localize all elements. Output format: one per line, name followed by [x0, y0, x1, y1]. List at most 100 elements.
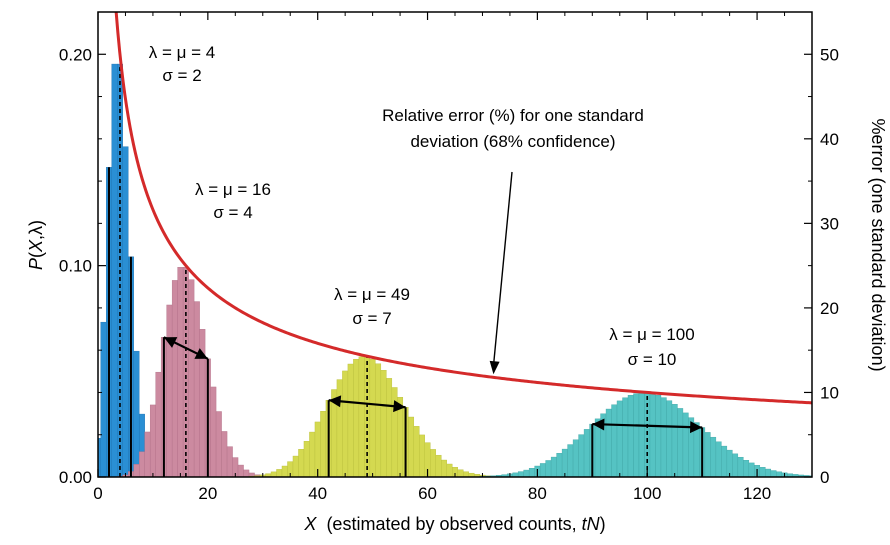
sigma-arrowhead-left-s2 — [328, 395, 342, 408]
bar-s3-x101 — [649, 393, 656, 477]
bar-s1-x14 — [171, 280, 178, 477]
bar-s3-x113 — [715, 441, 722, 477]
sigma-arrow-shaft-s2 — [328, 399, 406, 409]
y-right-tick-label: 0 — [820, 468, 829, 487]
bar-s2-x48 — [358, 356, 365, 477]
bar-s3-x96 — [622, 397, 629, 477]
y-right-tick-label: 10 — [820, 383, 839, 402]
bar-s0-x7 — [133, 350, 140, 477]
series-label-lambda-s2: λ = μ = 49 — [334, 285, 410, 304]
bar-s2-x51 — [375, 363, 382, 477]
x-tick-label: 100 — [633, 484, 661, 503]
bar-s3-x84 — [556, 453, 563, 477]
bar-s3-x86 — [567, 444, 574, 477]
bar-s1-x18 — [193, 301, 200, 477]
bar-s3-x105 — [671, 404, 678, 477]
bar-s3-x124 — [776, 471, 782, 477]
bar-s3-x103 — [660, 397, 667, 477]
bar-s2-x57 — [408, 416, 415, 477]
bar-s1-x27 — [243, 469, 250, 477]
bar-s1-x23 — [221, 431, 228, 477]
bar-s2-x59 — [419, 434, 425, 477]
y-left-tail: ,λ) — [26, 220, 46, 240]
bar-s2-x67 — [463, 471, 469, 477]
bar-s0-x1 — [100, 321, 107, 477]
bar-s3-x98 — [633, 393, 640, 477]
bar-s3-x112 — [710, 436, 717, 477]
bar-s3-x118 — [743, 460, 750, 477]
error-curve-layer — [114, 12, 812, 405]
bar-s1-x22 — [215, 411, 222, 477]
series-label-lambda-s3: λ = μ = 100 — [609, 325, 694, 344]
bar-s2-x58 — [413, 426, 420, 477]
sigma-arrowhead-left-s3 — [592, 418, 605, 431]
x-tick-label: 0 — [93, 484, 102, 503]
bar-s3-x122 — [765, 468, 772, 477]
bars-layer — [98, 63, 812, 477]
bar-s3-x97 — [627, 395, 634, 477]
bar-s2-x41 — [320, 411, 327, 477]
bar-s2-x46 — [347, 363, 354, 477]
bar-s2-x62 — [435, 454, 442, 477]
bar-s3-x95 — [616, 400, 623, 477]
x-tick-label: 120 — [743, 484, 771, 503]
annotation-line1: Relative error (%) for one standard — [382, 106, 644, 125]
bar-s2-x66 — [457, 469, 464, 477]
series-label-sigma-s2: σ = 7 — [352, 309, 391, 328]
series-label-sigma-s0: σ = 2 — [162, 66, 201, 85]
bar-s3-x83 — [550, 456, 557, 477]
bar-s3-x111 — [704, 432, 711, 477]
bar-s3-x102 — [655, 395, 662, 477]
bar-s2-x33 — [276, 469, 283, 477]
y-right-axis-title: %error (one standard deviation) — [868, 118, 888, 371]
y-left-tick-label: 0.10 — [59, 257, 92, 276]
y-left-var2: X — [26, 239, 46, 253]
y-right-tick-label: 30 — [820, 214, 839, 233]
annotation-arrow-shaft — [492, 171, 513, 367]
bar-s1-x11 — [155, 371, 162, 477]
bar-s0-x5 — [122, 146, 129, 477]
bar-s1-x21 — [210, 386, 217, 477]
bar-s2-x64 — [446, 463, 453, 477]
bar-s2-x50 — [369, 358, 376, 477]
y-left-tick-label: 0.00 — [59, 468, 92, 487]
bar-s1-x26 — [237, 464, 244, 477]
bar-s3-x104 — [666, 400, 673, 477]
bar-s3-x78 — [523, 469, 530, 477]
sigma-arrow-shaft-s3 — [592, 422, 703, 429]
bar-s3-x115 — [726, 449, 733, 477]
bar-s2-x39 — [309, 431, 316, 477]
bar-s3-x77 — [517, 471, 524, 477]
bar-s2-x44 — [336, 379, 343, 477]
bar-s2-x36 — [292, 455, 299, 477]
y-right-tick-label: 50 — [820, 45, 839, 64]
series-label-sigma-s1: σ = 4 — [213, 203, 252, 222]
bar-s3-x114 — [721, 445, 728, 477]
bar-s3-x82 — [545, 460, 552, 477]
bar-s1-x8 — [138, 451, 145, 477]
annotation-line2: deviation (68% confidence) — [410, 132, 615, 151]
y-left-var1: P — [26, 258, 46, 270]
sigma-arrowhead-right-s1 — [194, 348, 208, 359]
bar-s3-x81 — [539, 463, 546, 477]
y-left-axis-title: P(X,λ) — [26, 220, 46, 270]
bar-s2-x45 — [342, 370, 349, 477]
series-label-lambda-s0: λ = μ = 4 — [149, 43, 216, 62]
bar-s3-x79 — [528, 468, 535, 477]
bar-s2-x40 — [314, 421, 321, 477]
bar-s2-x38 — [303, 441, 310, 477]
labels-layer: 0 20 40 60 80 100 120 0.00 0.10 0.20 0 10 20 30 40 50 λ … — [59, 43, 839, 503]
bar-s2-x37 — [298, 449, 305, 477]
error-curve — [114, 12, 812, 405]
bar-s1-x13 — [166, 304, 173, 477]
bar-s3-x116 — [732, 453, 739, 477]
bar-s1-x10 — [149, 404, 156, 477]
bar-s2-x52 — [380, 370, 387, 477]
bar-s0-x3 — [111, 63, 118, 477]
bar-s2-x49 — [364, 356, 371, 477]
bar-s2-x63 — [441, 459, 447, 477]
bar-s1-x15 — [177, 267, 184, 477]
x-tick-label: 40 — [308, 484, 327, 503]
x-tick-label: 60 — [418, 484, 437, 503]
